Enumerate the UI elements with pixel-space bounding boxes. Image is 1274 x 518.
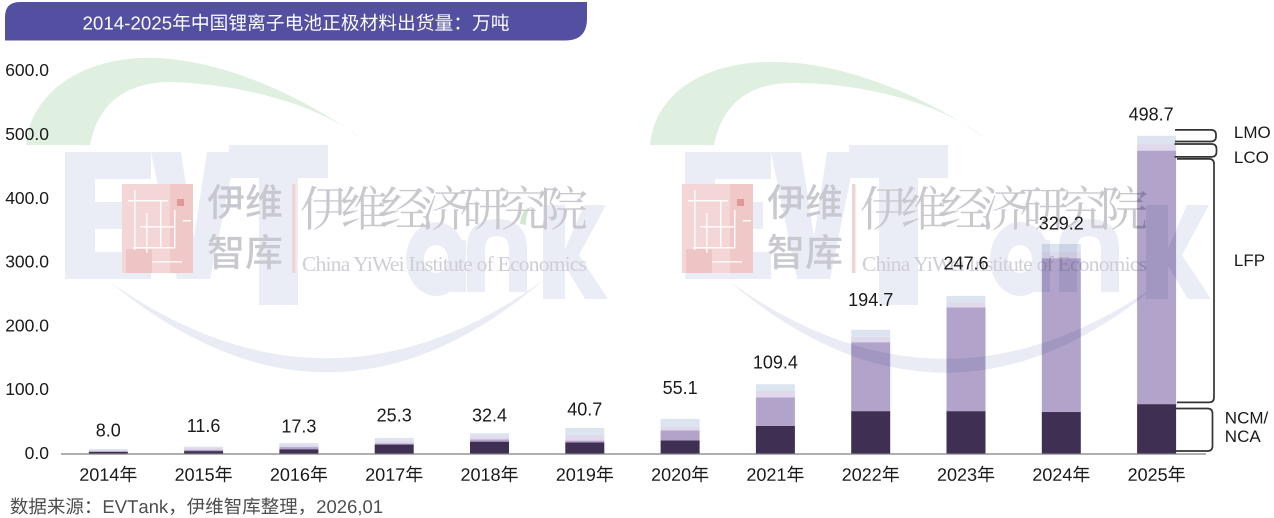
svg-text:NCM/: NCM/ xyxy=(1225,409,1269,428)
svg-text:China YiWei Institute of Econo: China YiWei Institute of Economics xyxy=(862,252,1147,276)
svg-text:600.0: 600.0 xyxy=(5,60,49,80)
svg-text:8.0: 8.0 xyxy=(96,421,121,441)
svg-text:LMO: LMO xyxy=(1234,123,1271,142)
svg-text:400.0: 400.0 xyxy=(5,188,49,208)
svg-text:329.2: 329.2 xyxy=(1039,213,1084,233)
svg-text:498.7: 498.7 xyxy=(1129,105,1174,125)
svg-text:China YiWei Institute of Econo: China YiWei Institute of Economics xyxy=(302,252,587,276)
svg-text:40.7: 40.7 xyxy=(567,400,602,420)
svg-text:32.4: 32.4 xyxy=(472,406,507,426)
svg-text:NCA: NCA xyxy=(1225,427,1262,446)
svg-text:194.7: 194.7 xyxy=(848,290,893,310)
svg-text:300.0: 300.0 xyxy=(5,252,49,272)
svg-text:25.3: 25.3 xyxy=(377,406,412,426)
svg-text:109.4: 109.4 xyxy=(753,353,798,373)
svg-text:11.6: 11.6 xyxy=(187,416,221,436)
svg-text:17.3: 17.3 xyxy=(281,416,316,436)
svg-text:55.1: 55.1 xyxy=(663,378,698,398)
svg-text:0.0: 0.0 xyxy=(25,443,50,463)
svg-text:500.0: 500.0 xyxy=(5,124,49,144)
svg-text:LCO: LCO xyxy=(1234,148,1269,167)
svg-text:247.6: 247.6 xyxy=(943,254,988,274)
svg-text:100.0: 100.0 xyxy=(5,379,49,399)
svg-text:LFP: LFP xyxy=(1234,251,1265,270)
svg-text:200.0: 200.0 xyxy=(5,315,49,335)
